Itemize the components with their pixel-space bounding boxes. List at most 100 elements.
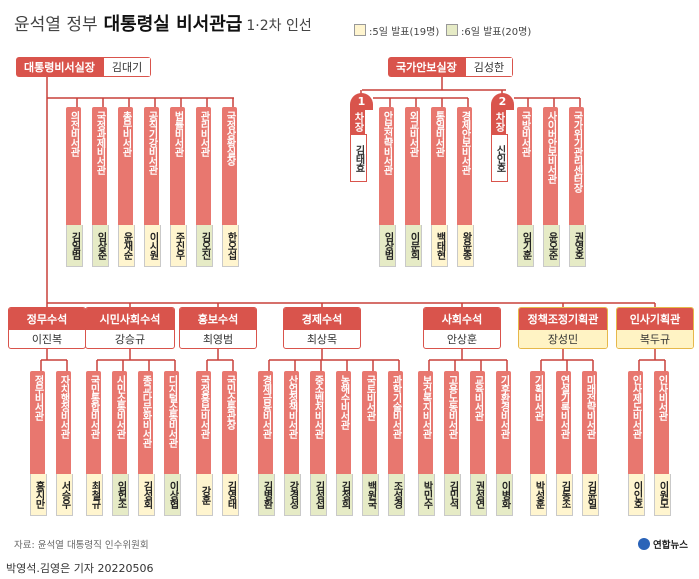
secretary-title: 중소벤처비서관 (310, 371, 325, 474)
vice-director-number: 1 (350, 93, 373, 110)
vice-director-name: 신인호 (491, 134, 508, 182)
secretary-name: 김민석 (444, 474, 461, 516)
secretary-name: 김성회 (138, 474, 155, 516)
legend-day5: :5일 발표(19명) (354, 22, 439, 38)
secretary-card: 인사비서관 이원모 (654, 371, 677, 516)
secretary-card: 안보전략비서관 임상범 (379, 107, 402, 267)
secretary-title: 농해수비서관 (336, 371, 351, 474)
senior-secretary-card: 시민사회수석 강승규 (85, 307, 175, 349)
secretary-card: 법률비서관 주진우 (170, 107, 193, 267)
secretary-name: 김성섭 (310, 474, 327, 516)
secretary-title: 관리비서관 (196, 107, 211, 225)
secretary-name: 김일범 (66, 225, 83, 267)
nsa-name: 김성한 (464, 57, 514, 77)
secretary-card: 인사제도비서관 이인호 (628, 371, 651, 516)
secretary-card: 국정홍보비서관 강훈 (196, 371, 219, 516)
senior-secretary-title: 사회수석 (424, 308, 500, 330)
secretary-title: 의전비서관 (66, 107, 81, 225)
senior-secretary-card: 정책조정기획관 장성민 (518, 307, 608, 349)
senior-secretary-name: 복두규 (617, 330, 693, 348)
senior-secretary-title: 인사기획관 (617, 308, 693, 330)
secretary-name: 권영호 (569, 225, 586, 267)
secretary-name: 박성훈 (530, 474, 547, 516)
secretary-name: 서승우 (56, 474, 73, 516)
vice-director-name: 김태효 (350, 134, 367, 182)
secretary-title: 국토비서관 (362, 371, 377, 474)
secretary-card: 국정과제비서관 임상준 (92, 107, 115, 267)
secretary-title: 연설기록비서관 (556, 371, 571, 474)
credit: 박영석.김영은 기자 20220506 (6, 562, 154, 575)
senior-secretary-name: 장성민 (519, 330, 607, 348)
secretary-title: 국민소통관장 (222, 371, 237, 474)
senior-secretary-name: 안상훈 (446, 333, 478, 346)
secretary-name: 이원모 (654, 474, 671, 516)
secretary-title: 국정상황실장 (222, 107, 237, 225)
chief-of-staff-box: 대통령비서실장 김대기 (16, 57, 152, 77)
secretary-card: 국토비서관 백원국 (362, 371, 385, 516)
secretary-name: 조성경 (388, 474, 405, 516)
secretary-name: 백원국 (362, 474, 379, 516)
legend-day5-label: :5일 발표(19명) (369, 26, 440, 38)
senior-secretary-name: 이진복 (31, 333, 63, 346)
secretary-card: 시민소통비서관 임헌조 (112, 371, 135, 516)
chief-name: 김대기 (102, 57, 152, 77)
secretary-card: 국민소통관장 김영태 (222, 371, 245, 516)
vice-director-number: 2 (491, 93, 514, 110)
secretary-name: 강훈 (196, 474, 213, 516)
senior-secretary-title: 정무수석 (9, 308, 85, 330)
secretary-name: 임헌조 (112, 474, 129, 516)
secretary-title: 인사제도비서관 (628, 371, 643, 474)
secretary-title: 외교비서관 (405, 107, 420, 225)
secretary-card: 과학기술비서관 조성경 (388, 371, 411, 516)
senior-secretary-name: 강승규 (114, 333, 146, 346)
senior-secretary-name: 최영범 (202, 333, 234, 346)
secretary-card: 기획비서관 박성훈 (530, 371, 553, 516)
secretary-card: 미래전략비서관 김윤일 (582, 371, 605, 516)
secretary-title: 정무비서관 (30, 371, 45, 474)
secretary-name: 김오진 (196, 225, 213, 267)
secretary-name: 윤재순 (118, 225, 135, 267)
secretary-name: 최철규 (86, 474, 103, 516)
vice-director-rank: 차장 (350, 110, 365, 134)
secretary-name: 한오섭 (222, 225, 239, 267)
secretary-card: 중소벤처비서관 김성섭 (310, 371, 333, 516)
vice-director-rank: 차장 (491, 110, 506, 134)
vice-director-card: 2 차장 신인호 (491, 93, 514, 182)
secretary-title: 기후환경비서관 (496, 371, 511, 474)
secretary-card: 국정상황실장 한오섭 (222, 107, 245, 267)
legend-day5-swatch (354, 24, 366, 36)
secretary-card: 보건복지비서관 박민수 (418, 371, 441, 516)
secretary-name: 강경성 (284, 474, 301, 516)
title-prefix: 윤석열 정부 (14, 15, 98, 35)
secretary-name: 권성연 (470, 474, 487, 516)
secretary-title: 국방비서관 (517, 107, 532, 225)
secretary-name: 백태현 (431, 225, 448, 267)
secretary-card: 고용노동비서관 김민석 (444, 371, 467, 516)
secretary-title: 과학기술비서관 (388, 371, 403, 474)
secretary-name: 이인호 (628, 474, 645, 516)
secretary-title: 국정과제비서관 (92, 107, 107, 225)
secretary-title: 공직기강비서관 (144, 107, 159, 225)
secretary-name: 주진우 (170, 225, 187, 267)
secretary-card: 통일비서관 백태현 (431, 107, 454, 267)
publisher-logo: 연합뉴스 (638, 537, 688, 551)
secretary-name: 김정희 (336, 474, 353, 516)
senior-secretary-name: 최상목 (306, 333, 338, 346)
secretary-name: 김동조 (556, 474, 573, 516)
secretary-card: 교육비서관 권성연 (470, 371, 493, 516)
secretary-card: 종교다문화비서관 김성회 (138, 371, 161, 516)
secretary-name: 홍지만 (30, 474, 47, 516)
secretary-name: 이병화 (496, 474, 513, 516)
secretary-card: 외교비서관 이문희 (405, 107, 428, 267)
secretary-name: 임기훈 (517, 225, 534, 267)
secretary-name: 임상범 (379, 225, 396, 267)
senior-secretary-card: 홍보수석 최영범 (179, 307, 257, 349)
secretary-title: 통일비서관 (431, 107, 446, 225)
source-note: 자료: 윤석열 대통령직 인수위원회 (14, 540, 149, 551)
secretary-title: 인사비서관 (654, 371, 669, 474)
secretary-title: 디지털소통비서관 (164, 371, 179, 474)
secretary-card: 경제안보비서관 왕윤종 (457, 107, 480, 267)
secretary-title: 산업정책비서관 (284, 371, 299, 474)
secretary-name: 김병환 (258, 474, 275, 516)
